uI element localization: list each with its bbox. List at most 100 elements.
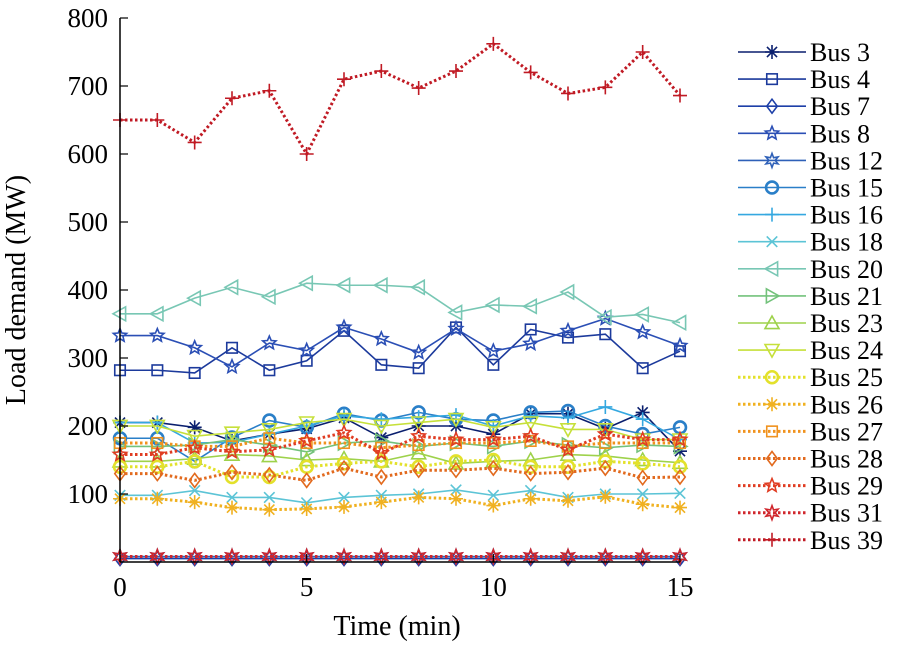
series-line-bus-39: [120, 41, 682, 158]
data-point-bus-23: [410, 444, 428, 460]
data-point-bus-16: [337, 408, 351, 423]
data-point-bus-29: [671, 430, 689, 447]
y-tick-label: 600: [68, 139, 109, 169]
data-point-bus-28: [561, 463, 575, 481]
data-point-bus-20: [335, 276, 351, 294]
legend-marker: [765, 425, 779, 438]
legend-label: Bus 23: [810, 309, 883, 338]
data-point-bus-4: [188, 366, 201, 380]
series-line-bus-23: [120, 452, 681, 465]
data-point-bus-18: [226, 491, 238, 504]
data-point-bus-29: [148, 445, 166, 462]
data-point-bus-26: [598, 489, 613, 504]
data-point-bus-28: [449, 461, 463, 479]
data-point-bus-39: [299, 147, 314, 161]
data-point-bus-8: [484, 342, 502, 359]
series-line-bus-15: [120, 410, 681, 463]
y-tick-label: 400: [68, 275, 109, 305]
series-bus-29: [111, 423, 689, 462]
data-point-bus-16: [561, 410, 575, 425]
data-point-bus-25: [672, 459, 688, 475]
data-point-bus-28: [337, 459, 351, 477]
data-point-bus-24: [484, 420, 502, 437]
series-line-bus-20: [120, 282, 681, 324]
y-tick-label: 100: [68, 479, 109, 509]
data-point-bus-26: [411, 490, 426, 505]
legend-marker: [765, 397, 779, 412]
data-point-bus-16: [598, 399, 613, 414]
data-point-bus-8: [335, 318, 353, 335]
data-point-bus-27: [375, 441, 388, 454]
data-point-bus-3: [187, 420, 202, 435]
legend-item-bus-27: Bus 27: [738, 417, 883, 446]
legend-label: Bus 25: [810, 363, 883, 392]
data-point-bus-39: [337, 72, 351, 87]
data-point-bus-31: [298, 547, 315, 566]
data-point-bus-4: [151, 364, 164, 377]
data-point-bus-8: [298, 341, 316, 358]
data-point-bus-4: [599, 328, 612, 341]
data-point-bus-21: [225, 431, 241, 448]
legend-marker: [765, 532, 779, 547]
data-point-bus-39: [673, 88, 687, 103]
data-point-bus-8: [522, 334, 540, 352]
data-point-bus-25: [448, 454, 464, 469]
data-point-bus-29: [559, 440, 577, 458]
legend-item-bus-3: Bus 3: [738, 38, 870, 67]
legend-label: Bus 27: [810, 417, 883, 446]
legend-marker: [765, 97, 779, 115]
data-point-bus-24: [148, 419, 166, 435]
y-tick-label: 700: [68, 71, 109, 101]
data-point-bus-29: [447, 430, 465, 447]
data-point-bus-39: [449, 64, 463, 79]
data-point-bus-28: [263, 466, 276, 484]
legend-item-bus-7: Bus 7: [738, 92, 870, 121]
series-line-bus-4: [120, 326, 681, 374]
legend-item-bus-23: Bus 23: [738, 309, 883, 338]
data-point-bus-4: [561, 331, 575, 344]
data-point-bus-4: [375, 358, 388, 371]
legend-marker: [765, 207, 779, 222]
data-point-bus-27: [337, 436, 351, 450]
data-point-bus-8: [223, 357, 241, 375]
data-point-bus-24: [186, 429, 204, 445]
legend-marker: [763, 503, 781, 523]
series-line-bus-18: [120, 489, 681, 504]
data-point-bus-20: [671, 314, 687, 331]
data-point-bus-27: [300, 436, 313, 450]
data-point-bus-18: [263, 491, 276, 504]
legend-marker: [764, 369, 780, 385]
data-point-bus-24: [522, 416, 540, 432]
data-point-bus-27: [225, 440, 239, 453]
legend-marker: [765, 450, 779, 467]
data-point-bus-20: [186, 289, 202, 307]
data-point-bus-4: [673, 345, 687, 358]
data-point-bus-24: [372, 419, 390, 435]
data-point-bus-25: [336, 456, 352, 471]
data-point-bus-8: [559, 321, 577, 339]
data-point-bus-26: [262, 502, 277, 517]
data-point-bus-18: [338, 491, 350, 504]
data-point-bus-8: [372, 329, 390, 347]
data-point-bus-25: [486, 452, 501, 468]
data-point-bus-31: [522, 547, 539, 566]
data-point-bus-39: [523, 65, 538, 80]
data-point-bus-4: [636, 362, 649, 375]
x-tick-label: 15: [667, 572, 694, 602]
legend-label: Bus 18: [810, 228, 883, 257]
data-point-bus-31: [186, 547, 203, 566]
legend-item-bus-15: Bus 15: [738, 174, 883, 203]
data-point-bus-39: [187, 135, 202, 150]
data-point-bus-20: [260, 288, 276, 306]
data-point-bus-18: [636, 488, 649, 500]
legend-item-bus-31: Bus 31: [738, 499, 883, 528]
legend-label: Bus 31: [810, 499, 883, 528]
data-point-bus-20: [372, 276, 388, 294]
data-point-bus-20: [447, 304, 463, 321]
data-point-bus-31: [671, 547, 689, 566]
legend-label: Bus 28: [810, 445, 883, 474]
data-point-bus-16: [523, 408, 538, 423]
legend-item-bus-12: Bus 12: [738, 146, 883, 175]
data-point-bus-29: [260, 440, 278, 458]
